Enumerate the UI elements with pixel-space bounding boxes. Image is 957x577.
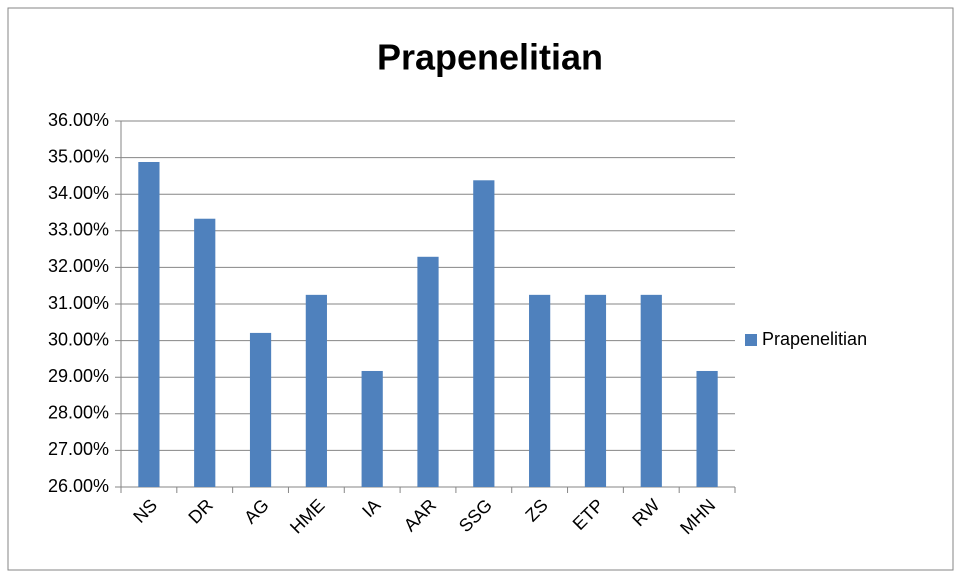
legend-swatch [745, 334, 757, 346]
bar [305, 294, 327, 487]
bar [249, 332, 272, 487]
y-tick-label: 30.00% [48, 329, 109, 349]
bar [194, 218, 216, 488]
bar [640, 294, 662, 487]
y-tick-label: 26.00% [48, 476, 109, 496]
bar [529, 294, 551, 487]
bar [473, 180, 495, 488]
y-tick-label: 32.00% [48, 256, 109, 276]
bar [361, 370, 383, 487]
y-tick-label: 34.00% [48, 183, 109, 203]
y-tick-label: 31.00% [48, 293, 109, 313]
bar [584, 294, 607, 487]
y-tick-label: 36.00% [48, 110, 109, 130]
y-tick-label: 33.00% [48, 220, 109, 240]
y-tick-label: 27.00% [48, 439, 109, 459]
y-tick-label: 28.00% [48, 403, 109, 423]
bar [138, 161, 160, 487]
y-tick-label: 35.00% [48, 146, 109, 166]
y-tick-label: 29.00% [48, 366, 109, 386]
bar [696, 370, 718, 487]
bar [417, 256, 439, 487]
legend-label: Prapenelitian [762, 329, 867, 349]
chart-title: Prapenelitian [377, 37, 603, 78]
